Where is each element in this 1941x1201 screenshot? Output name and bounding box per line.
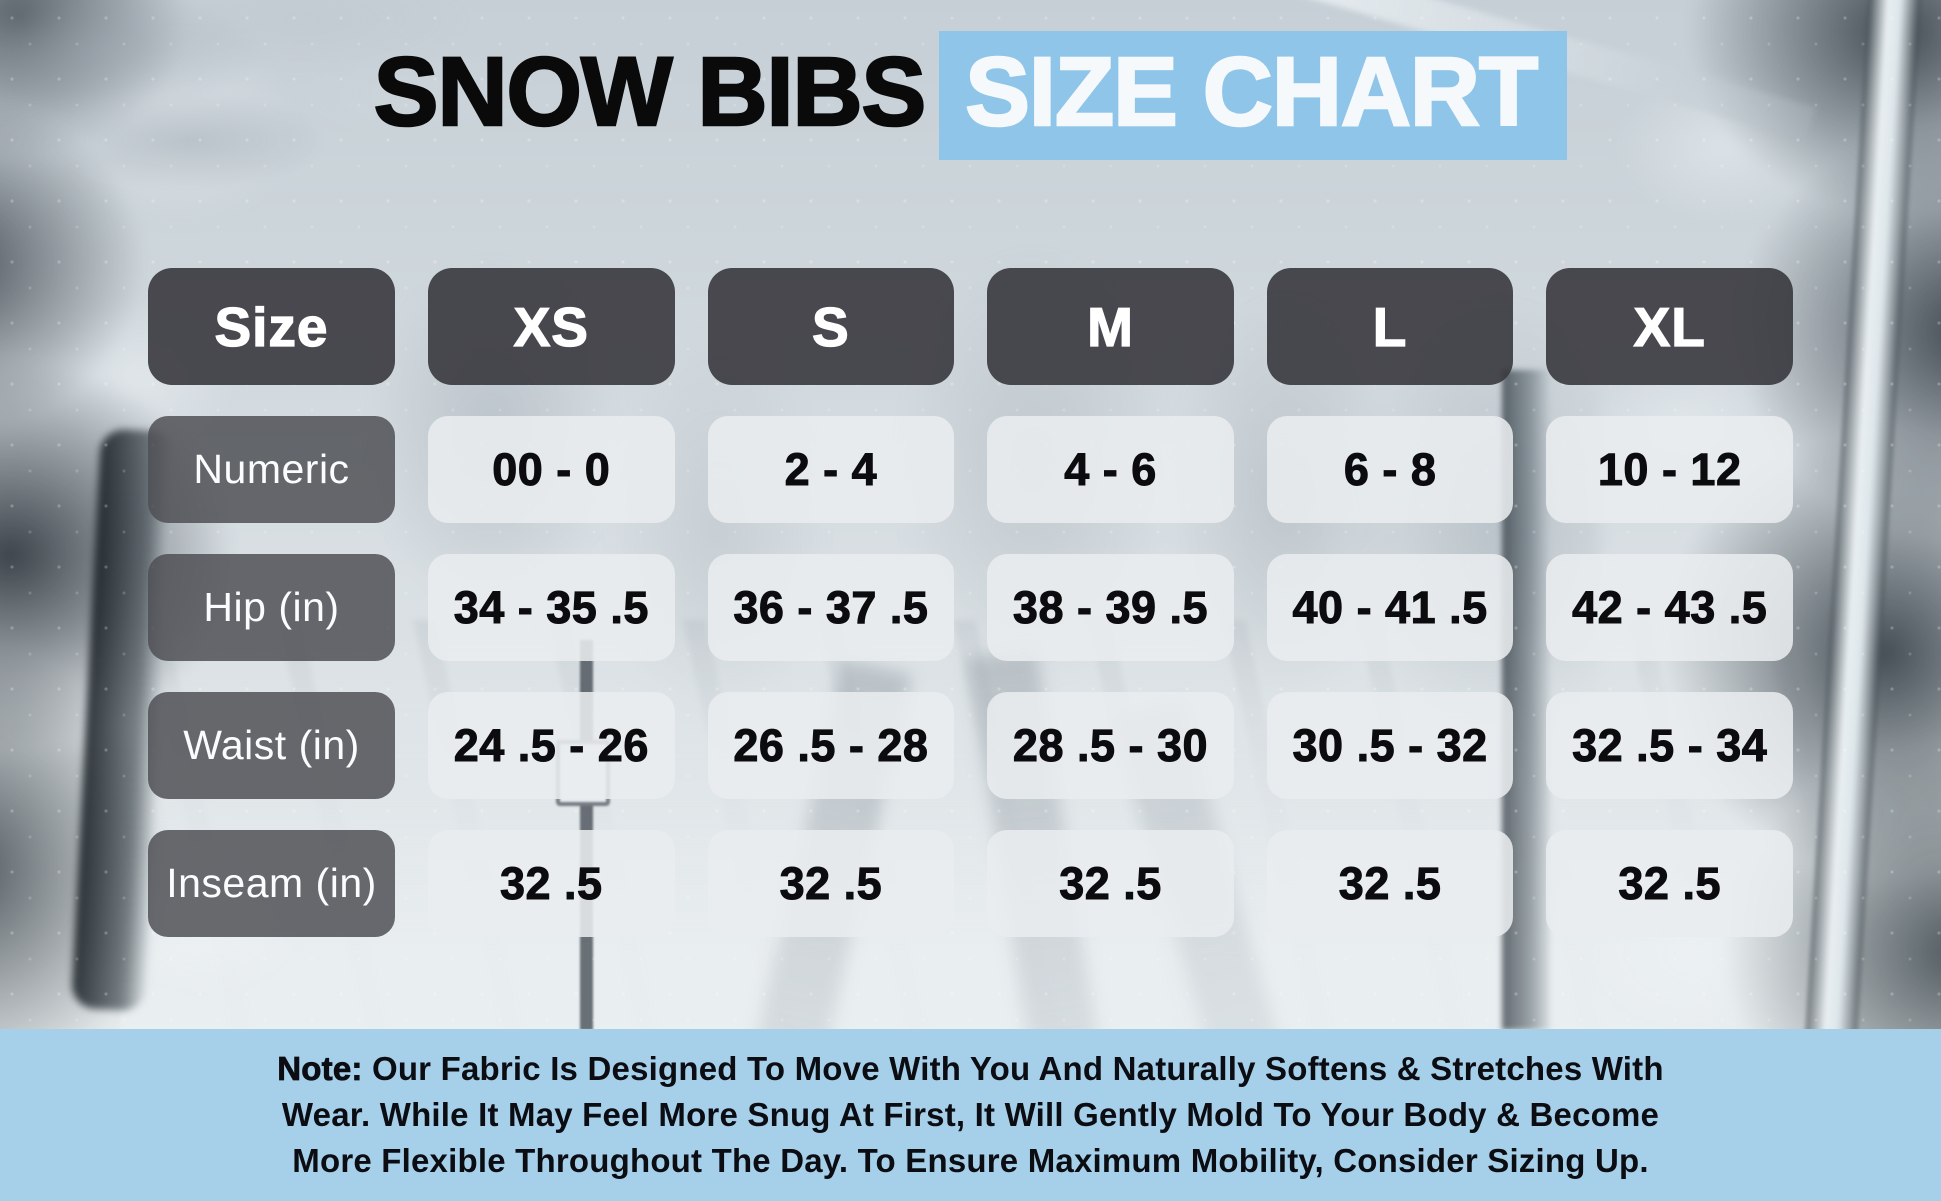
table-cell-waist-l: 30 .5 - 32: [1266, 692, 1514, 799]
page-title: SNOW BIBS SIZE CHART: [0, 31, 1941, 160]
column-header-xs: XS: [428, 268, 675, 385]
table-cell-waist-xs: 24 .5 - 26: [428, 692, 675, 799]
table-cell-hip-m: 38 - 39 .5: [987, 554, 1234, 661]
note-text: Note: Our Fabric Is Designed To Move Wit…: [221, 1046, 1721, 1184]
table-cell-hip-l: 40 - 41 .5: [1266, 554, 1514, 661]
table-cell-inseam-xs: 32 .5: [428, 830, 675, 937]
column-header-s: S: [707, 268, 955, 385]
note-line-1: Note: Our Fabric Is Designed To Move Wit…: [221, 1046, 1721, 1092]
table-cell-waist-m: 28 .5 - 30: [987, 692, 1234, 799]
table-cell-inseam-l: 32 .5: [1266, 830, 1514, 937]
size-table: Size XS S M L XL Numeric 00 - 0 2 - 4 4 …: [148, 268, 1793, 937]
column-header-m: M: [987, 268, 1234, 385]
table-cell-hip-xl: 42 - 43 .5: [1546, 554, 1793, 661]
table-cell-waist-xl: 32 .5 - 34: [1546, 692, 1793, 799]
row-label-hip: Hip (in): [148, 554, 395, 661]
note-band: Note: Our Fabric Is Designed To Move Wit…: [0, 1029, 1941, 1201]
table-cell-hip-xs: 34 - 35 .5: [428, 554, 675, 661]
row-label-numeric: Numeric: [148, 416, 395, 523]
table-cell-inseam-m: 32 .5: [987, 830, 1234, 937]
table-cell-numeric-s: 2 - 4: [707, 416, 955, 523]
note-line-3: More Flexible Throughout The Day. To Ens…: [292, 1142, 1649, 1179]
row-label-inseam: Inseam (in): [148, 830, 395, 937]
column-header-xl: XL: [1546, 268, 1793, 385]
note-line-1-text: Our Fabric Is Designed To Move With You …: [371, 1050, 1664, 1087]
table-cell-hip-s: 36 - 37 .5: [707, 554, 955, 661]
note-line-2: Wear. While It May Feel More Snug At Fir…: [281, 1096, 1660, 1133]
column-header-l: L: [1266, 268, 1514, 385]
row-label-waist: Waist (in): [148, 692, 395, 799]
table-cell-numeric-xl: 10 - 12: [1546, 416, 1793, 523]
title-highlight: SIZE CHART: [939, 31, 1568, 160]
title-product-name: SNOW BIBS: [373, 37, 928, 146]
table-cell-inseam-xl: 32 .5: [1546, 830, 1793, 937]
table-cell-numeric-m: 4 - 6: [987, 416, 1234, 523]
table-cell-waist-s: 26 .5 - 28: [707, 692, 955, 799]
column-header-size: Size: [148, 268, 395, 385]
note-label: Note:: [277, 1050, 363, 1088]
table-cell-numeric-xs: 00 - 0: [428, 416, 675, 523]
table-cell-inseam-s: 32 .5: [707, 830, 955, 937]
table-cell-numeric-l: 6 - 8: [1266, 416, 1514, 523]
background-snow-covered-trunk: [1804, 0, 1922, 1051]
